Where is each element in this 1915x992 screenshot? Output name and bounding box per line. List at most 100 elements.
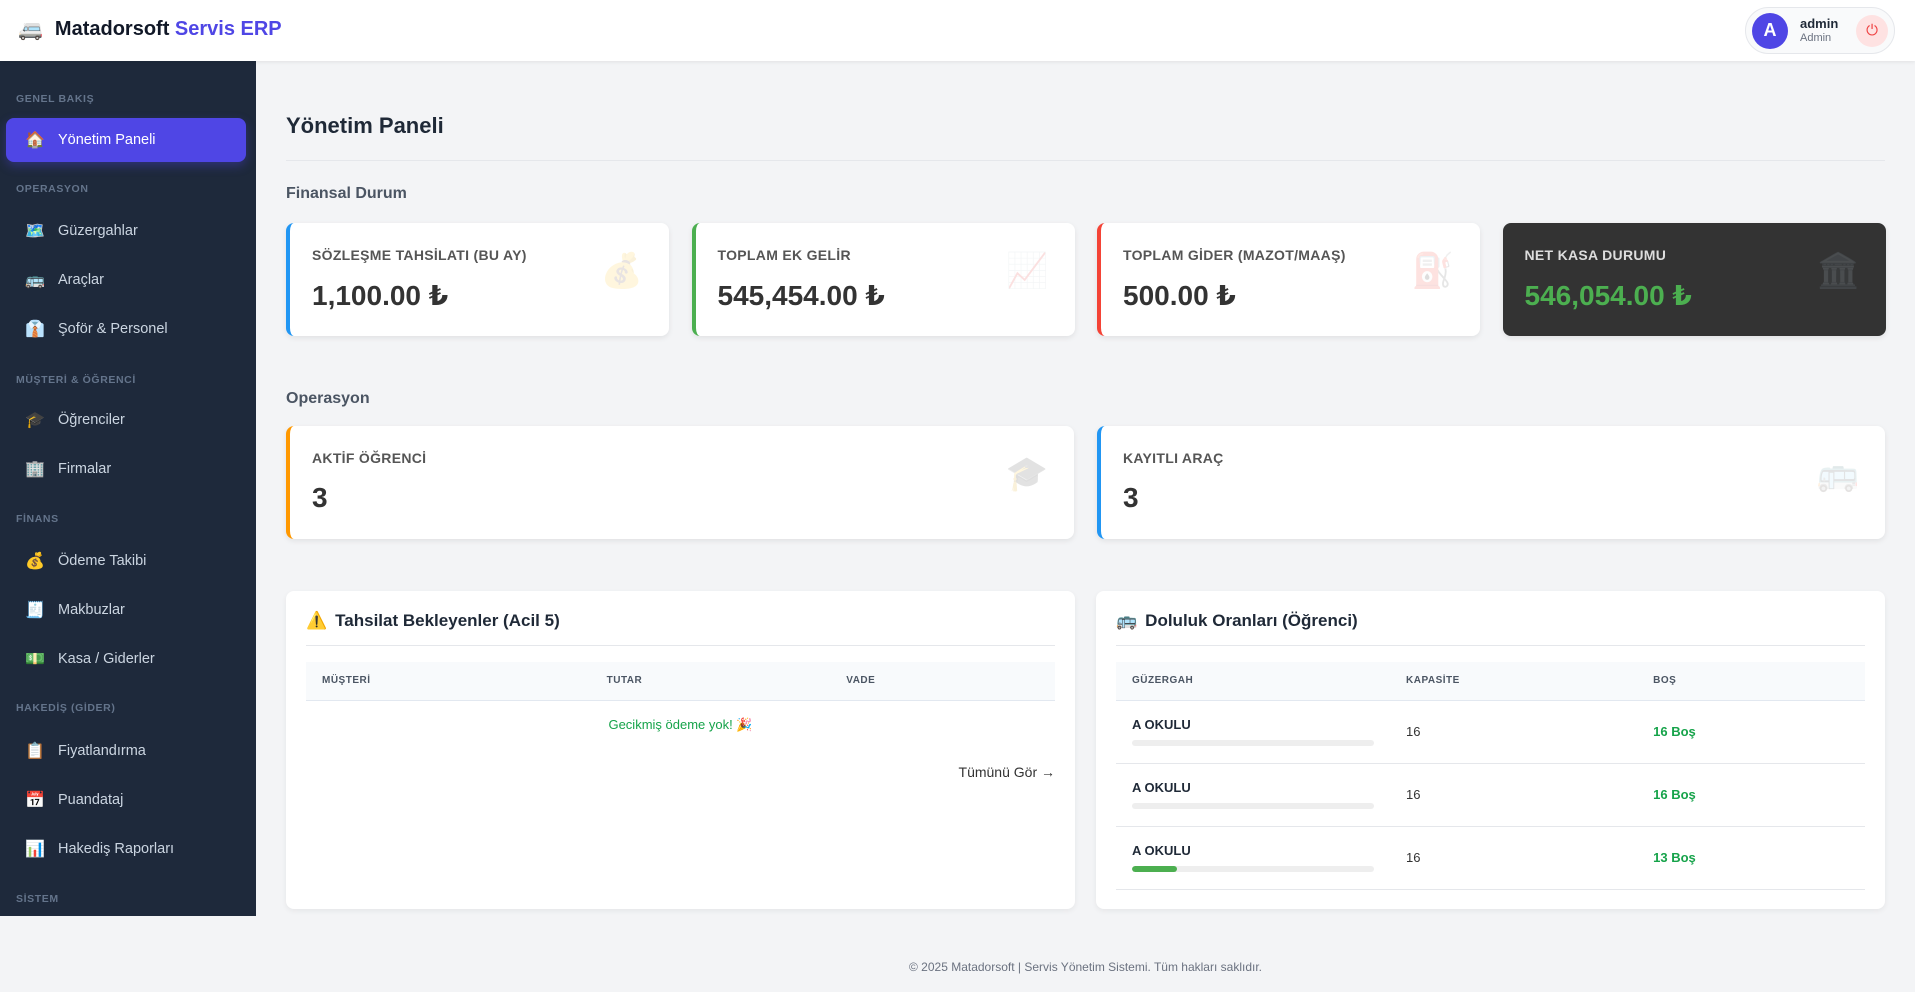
brand-accent: Servis ERP — [174, 18, 282, 40]
stat-icon: 💰 — [600, 252, 643, 290]
route-name: A OKULU — [1132, 780, 1191, 795]
sidebar-item-hakediş-raporları[interactable]: 📊 Hakediş Raporları — [6, 827, 246, 871]
stat-card: TOPLAM EK GELİR 545,454.00 ₺ 📈 — [691, 223, 1075, 336]
stat-value: 3 — [1123, 482, 1139, 513]
occupancy-panel: 🚌 Doluluk Oranları (Öğrenci) GÜZERGAH KAPA… — [1096, 591, 1885, 909]
stat-card: AKTİF ÖĞRENCİ 3 🎓 — [286, 426, 1074, 539]
table-row: A OKULU 16 13 Boş — [1116, 826, 1865, 890]
page-title: Yönetim Paneli — [286, 113, 444, 138]
warning-icon: ⚠️ — [306, 611, 328, 630]
occupancy-bar — [1132, 803, 1374, 809]
column-header: VADE — [830, 662, 1055, 701]
view-all-link[interactable]: Tümünü Gör → — [958, 764, 1055, 780]
sidebar-icon: 🚌 — [25, 272, 45, 289]
table-row: A OKULU 16 16 Boş — [1116, 763, 1865, 827]
occupancy-bar — [1132, 866, 1374, 872]
stat-card: KAYITLI ARAÇ 3 🚌 — [1097, 426, 1885, 539]
sidebar-item-label: Güzergahlar — [58, 223, 138, 239]
column-header: TUTAR — [590, 662, 831, 701]
sidebar-icon: 🎓 — [25, 412, 45, 429]
bus-icon: 🚌 — [1116, 611, 1138, 630]
sidebar-item-yönetim-paneli[interactable]: 🏠 Yönetim Paneli — [6, 118, 246, 162]
sidebar-icon: 🗺️ — [25, 223, 45, 240]
sidebar-item-firmalar[interactable]: 🏢 Firmalar — [6, 447, 246, 491]
sidebar-section-label: FİNANS — [16, 513, 59, 525]
stat-icon: 🎓 — [1005, 455, 1048, 493]
user-menu: A admin Admin ⏻ — [1745, 7, 1895, 54]
section-title-finance: Finansal Durum — [286, 185, 407, 202]
minibus-icon: 🚐 — [18, 19, 43, 41]
column-header: MÜŞTERİ — [306, 662, 591, 701]
stat-icon: ⛽ — [1411, 252, 1454, 290]
sidebar-item-label: Şoför & Personel — [58, 321, 168, 337]
sidebar-item-fiyatlandırma[interactable]: 📋 Fiyatlandırma — [6, 729, 246, 773]
sidebar-item-puandataj[interactable]: 📅 Puandataj — [6, 778, 246, 822]
route-name: A OKULU — [1132, 843, 1191, 858]
user-name: admin — [1800, 15, 1839, 31]
sidebar-item-label: Puandataj — [58, 792, 124, 808]
stat-label: AKTİF ÖĞRENCİ — [312, 450, 427, 466]
column-header: KAPASİTE — [1390, 662, 1638, 701]
capacity: 16 — [1390, 826, 1638, 890]
table-row: A OKULU 16 16 Boş — [1116, 700, 1865, 764]
sidebar-icon: 📋 — [25, 743, 45, 760]
capacity: 16 — [1390, 763, 1638, 827]
sidebar-item-araçlar[interactable]: 🚌 Araçlar — [6, 258, 246, 302]
sidebar-item-şoför-personel[interactable]: 👔 Şoför & Personel — [6, 307, 246, 351]
sidebar-icon: 🏢 — [25, 461, 45, 478]
sidebar-icon: 👔 — [25, 321, 45, 338]
sidebar-item-güzergahlar[interactable]: 🗺️ Güzergahlar — [6, 209, 246, 253]
stat-label: KAYITLI ARAÇ — [1123, 450, 1224, 466]
free-seats: 13 Boş — [1637, 826, 1865, 890]
sidebar-item-label: Yönetim Paneli — [58, 132, 156, 148]
stat-icon: 📈 — [1006, 252, 1049, 290]
footer: © 2025 Matadorsoft | Servis Yönetim Sist… — [909, 960, 1262, 974]
sidebar-item-makbuzlar[interactable]: 🧾 Makbuzlar — [6, 588, 246, 632]
stat-label: TOPLAM EK GELİR — [717, 247, 851, 263]
user-role: Admin — [1800, 31, 1832, 44]
logout-button[interactable]: ⏻ — [1856, 14, 1888, 47]
power-icon: ⏻ — [1866, 22, 1878, 39]
sidebar-icon: 💰 — [25, 553, 45, 570]
stat-value: 500.00 ₺ — [1123, 280, 1236, 311]
sidebar-section-label: GENEL BAKIŞ — [16, 93, 95, 105]
sidebar-item-öğrenciler[interactable]: 🎓 Öğrenciler — [6, 398, 246, 442]
panel-title: Tahsilat Bekleyenler (Acil 5) — [335, 611, 560, 630]
stat-label: TOPLAM GİDER (MAZOT/MAAŞ) — [1123, 247, 1346, 263]
sidebar-icon: 📅 — [25, 792, 45, 809]
top-header: 🚐 Matadorsoft Servis ERP A admin Admin ⏻ — [0, 0, 1915, 61]
divider — [286, 160, 1885, 161]
avatar[interactable]: A — [1752, 12, 1788, 49]
brand-name: Matadorsoft — [54, 18, 170, 40]
stat-value: 546,054.00 ₺ — [1524, 280, 1692, 311]
section-title-operations: Operasyon — [286, 390, 370, 407]
pending-table: MÜŞTERİ TUTAR VADE Gecikmiş ödeme yok! 🎉 — [306, 662, 1055, 750]
occupancy-table: GÜZERGAH KAPASİTE BOŞ A OKULU 16 16 Boş A OKU… — [1116, 662, 1865, 890]
sidebar-section-label: SİSTEM — [16, 893, 59, 905]
sidebar-item-ödeme-takibi[interactable]: 💰 Ödeme Takibi — [6, 539, 246, 583]
stat-label: SÖZLEŞME TAHSİLATI (BU AY) — [312, 247, 527, 263]
sidebar-item-label: Araçlar — [58, 272, 104, 288]
sidebar-icon: 💵 — [25, 651, 45, 668]
sidebar-section-label: MÜŞTERİ & ÖĞRENCİ — [16, 374, 136, 386]
stat-value: 1,100.00 ₺ — [312, 280, 449, 311]
stat-icon: 🚌 — [1816, 455, 1859, 493]
sidebar-item-label: Kasa / Giderler — [58, 651, 155, 667]
sidebar-item-label: Makbuzlar — [58, 602, 125, 618]
sidebar-section-label: HAKEDİŞ (GİDER) — [16, 702, 116, 714]
panel-title: Doluluk Oranları (Öğrenci) — [1145, 611, 1358, 630]
free-seats: 16 Boş — [1637, 700, 1865, 764]
stat-card: SÖZLEŞME TAHSİLATI (BU AY) 1,100.00 ₺ 💰 — [286, 223, 669, 336]
free-seats: 16 Boş — [1637, 763, 1865, 827]
sidebar-item-kasa-giderler[interactable]: 💵 Kasa / Giderler — [6, 637, 246, 681]
stat-card: NET KASA DURUMU 546,054.00 ₺ 🏛️ — [1502, 223, 1886, 336]
stat-value: 3 — [312, 482, 328, 513]
sidebar-item-label: Firmalar — [58, 461, 112, 477]
brand-logo[interactable]: 🚐 Matadorsoft Servis ERP — [18, 17, 282, 42]
stat-label: NET KASA DURUMU — [1524, 247, 1667, 263]
sidebar-section-label: OPERASYON — [16, 183, 89, 195]
sidebar-item-label: Hakediş Raporları — [58, 841, 175, 857]
sidebar-item-label: Öğrenciler — [58, 412, 125, 428]
sidebar-item-label: Fiyatlandırma — [58, 743, 146, 759]
capacity: 16 — [1390, 700, 1638, 764]
